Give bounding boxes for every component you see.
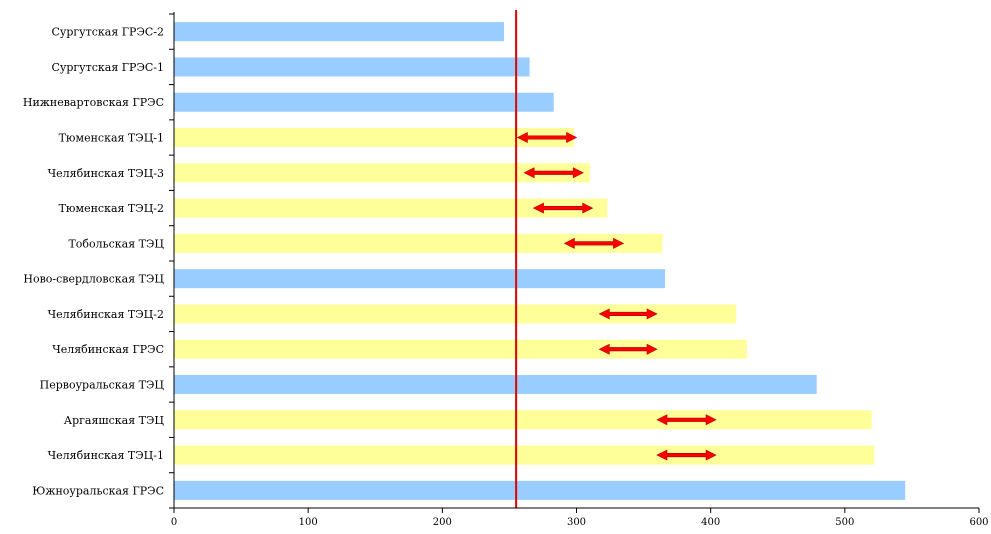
category-label: Тюменская ТЭЦ-2	[59, 202, 164, 215]
bar	[174, 480, 906, 500]
x-tick-label: 600	[969, 517, 988, 528]
category-label: Южноуральская ГРЭС	[32, 484, 164, 497]
bar	[174, 375, 817, 394]
double-arrow	[523, 167, 584, 179]
double-arrow	[516, 132, 578, 143]
category-label: Тобольская ТЭЦ	[68, 237, 164, 250]
bars-layer	[174, 22, 906, 500]
category-label: Ново-свердловская ТЭЦ	[23, 273, 164, 286]
category-label: Сургутская ГРЭС-1	[51, 61, 164, 74]
double-arrow	[598, 308, 658, 320]
category-label: Первоуральская ТЭЦ	[40, 379, 165, 392]
x-tick-label: 100	[299, 517, 318, 528]
bar	[174, 92, 554, 112]
x-tick-label: 500	[835, 517, 854, 528]
category-label: Аргаяшская ТЭЦ	[64, 414, 165, 427]
double-arrow	[532, 202, 594, 214]
bar	[174, 22, 505, 42]
category-label: Тюменская ТЭЦ-1	[59, 132, 164, 145]
labels-layer: Сургутская ГРЭС-2 Сургутская ГРЭС-1 Нижнев…	[23, 26, 989, 528]
x-tick-label: 300	[567, 517, 586, 528]
double-arrow	[656, 414, 717, 426]
category-label: Челябинская ГРЭС	[52, 343, 164, 356]
double-arrow	[656, 449, 717, 461]
double-arrow	[563, 237, 625, 249]
double-arrow	[598, 343, 658, 355]
bar	[174, 339, 747, 359]
category-label: Нижневартовская ГРЭС	[23, 96, 164, 109]
category-label: Челябинская ТЭЦ-3	[48, 167, 164, 180]
x-tick-label: 0	[171, 517, 177, 528]
bar	[174, 163, 590, 183]
bar	[174, 198, 608, 218]
category-label: Челябинская ТЭЦ-1	[48, 449, 164, 462]
arrows-layer	[516, 132, 717, 461]
bar	[174, 269, 666, 289]
x-tick-label: 400	[701, 517, 720, 528]
bar	[174, 128, 574, 147]
category-label: Сургутская ГРЭС-2	[51, 26, 164, 39]
bar	[174, 410, 872, 430]
bar	[174, 304, 737, 324]
bar	[174, 445, 875, 465]
bar	[174, 233, 663, 253]
axes-layer	[169, 12, 980, 513]
bar	[174, 57, 530, 77]
x-tick-label: 200	[433, 517, 452, 528]
category-label: Челябинская ТЭЦ-2	[48, 308, 164, 321]
